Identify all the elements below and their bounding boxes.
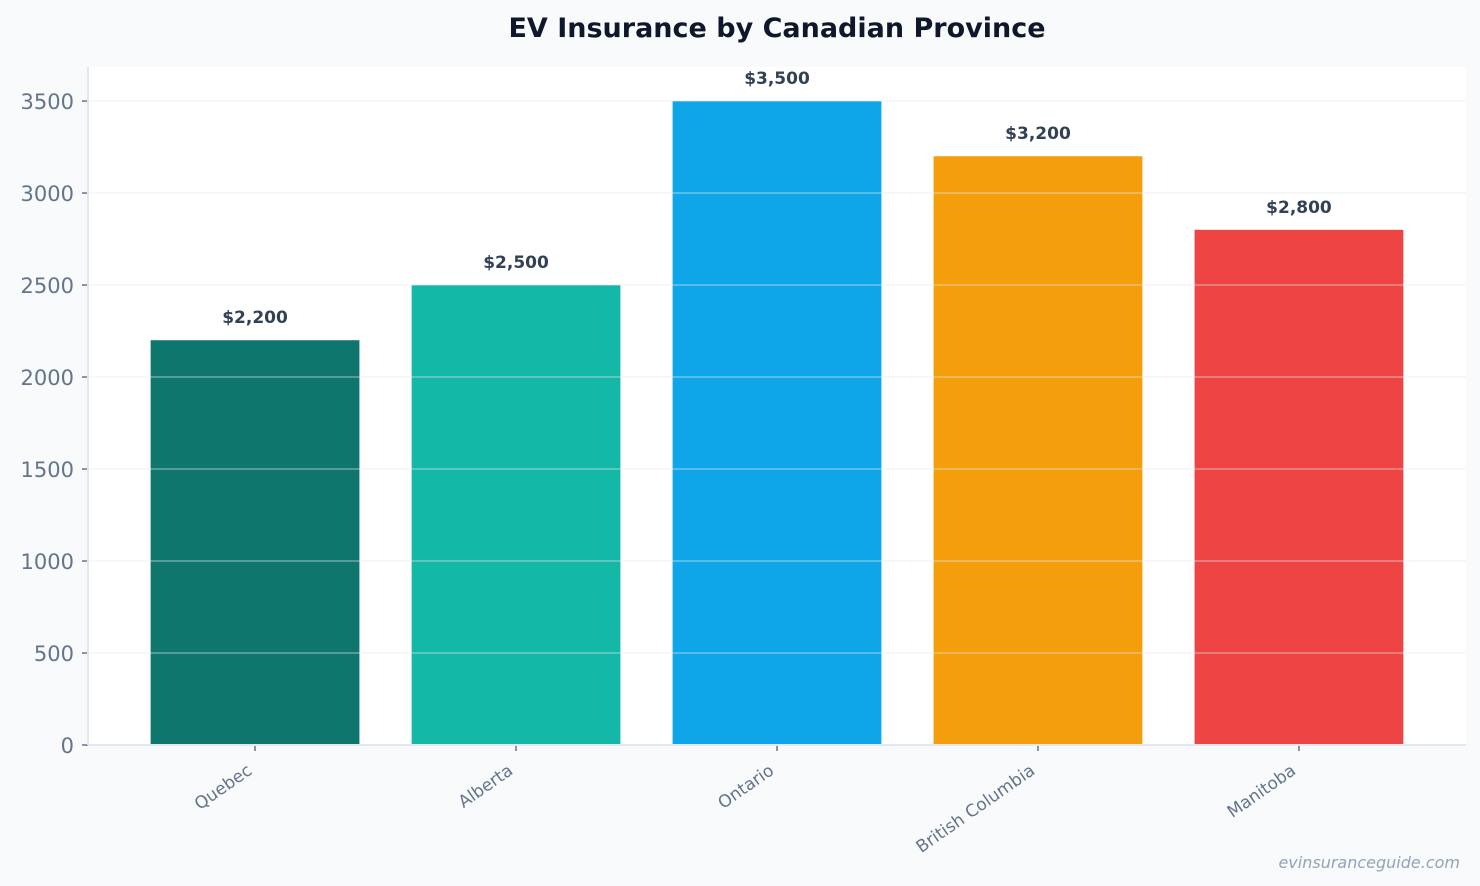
data-label: $2,200 <box>222 308 288 328</box>
y-tick-label: 1000 <box>21 550 74 574</box>
bar-quebec <box>150 340 360 745</box>
data-label: $2,800 <box>1266 198 1332 218</box>
y-tick-label: 3000 <box>21 182 74 206</box>
chart-title: EV Insurance by Canadian Province <box>508 13 1045 44</box>
bar-alberta <box>411 285 621 745</box>
data-label: $3,500 <box>744 69 810 89</box>
x-tick-label: Quebec <box>191 761 256 815</box>
data-label: $2,500 <box>483 253 549 273</box>
x-tick-label: Ontario <box>714 761 777 814</box>
y-tick-label: 0 <box>61 734 74 758</box>
x-tick-label: Alberta <box>455 761 517 813</box>
y-tick-label: 3500 <box>21 90 74 114</box>
bar-british-columbia <box>933 156 1143 745</box>
y-tick-label: 2500 <box>21 274 74 298</box>
y-tick-label: 1500 <box>21 458 74 482</box>
x-tick-label: Manitoba <box>1224 761 1300 823</box>
bar-ontario <box>672 101 882 746</box>
bar-manitoba <box>1194 229 1404 746</box>
y-tick-label: 2000 <box>21 366 74 390</box>
data-label: $3,200 <box>1005 124 1071 144</box>
x-tick-label: British Columbia <box>913 761 1039 858</box>
y-tick-label: 500 <box>34 642 74 666</box>
watermark: evinsuranceguide.com <box>1278 853 1460 872</box>
